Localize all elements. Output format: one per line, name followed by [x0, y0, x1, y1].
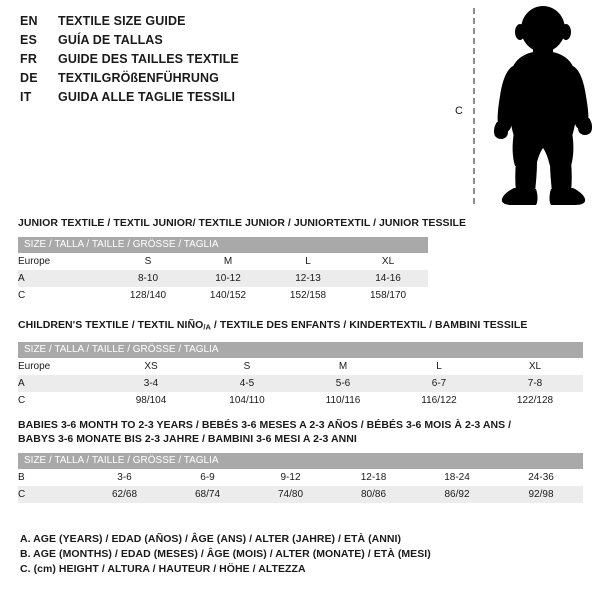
- cell-value: 12-13: [268, 270, 348, 287]
- height-measure-label: C: [455, 105, 463, 117]
- language-title: GUÍA DE TALLAS: [58, 33, 163, 47]
- language-row-fr: FR GUIDE DES TAILLES TEXTILE: [20, 52, 420, 71]
- toddler-silhouette-icon: [493, 6, 593, 205]
- children-title-pre: CHILDREN'S TEXTILE / TEXTIL NIÑO: [18, 319, 204, 331]
- babies-section-title-line1: BABIES 3-6 MONTH TO 2-3 YEARS / BEBÉS 3-…: [18, 419, 512, 431]
- babies-section-title-line2: BABYS 3-6 MONATE BIS 2-3 JAHRE / BAMBINI…: [18, 433, 357, 445]
- table-band-row: SIZE / TALLA / TAILLE / GRÖSSE / TAGLIA: [18, 453, 584, 469]
- language-header: EN TEXTILE SIZE GUIDE ES GUÍA DE TALLAS …: [20, 14, 420, 109]
- cell-value: 6-9: [166, 469, 249, 486]
- cell-value: M: [188, 253, 268, 270]
- cell-value: 74/80: [249, 486, 332, 503]
- table-row: C 98/104 104/110 110/116 116/122 122/128: [18, 391, 583, 409]
- children-section-title: CHILDREN'S TEXTILE / TEXTIL NIÑO/A / TEX…: [18, 318, 583, 335]
- cell-value: 9-12: [249, 469, 332, 486]
- language-code: FR: [20, 52, 38, 66]
- row-label: C: [18, 486, 83, 503]
- cell-value: 110/116: [295, 391, 391, 409]
- cell-value: 14-16: [348, 270, 429, 287]
- children-title-subscript: /A: [203, 322, 211, 332]
- children-band-label: SIZE / TALLA / TAILLE / GRÖSSE / TAGLIA: [18, 341, 583, 358]
- cell-value: 86/92: [415, 486, 499, 503]
- table-row: Europe S M L XL: [18, 253, 429, 270]
- cell-value: 128/140: [108, 287, 188, 304]
- table-row: C 128/140 140/152 152/158 158/170: [18, 287, 429, 304]
- legend-line-a: A. AGE (YEARS) / EDAD (AÑOS) / ÂGE (ANS)…: [20, 533, 402, 545]
- language-code: IT: [20, 90, 32, 104]
- language-title: GUIDA ALLE TAGLIE TESSILI: [58, 90, 236, 104]
- row-label: Europe: [18, 253, 108, 270]
- cell-value: 8-10: [108, 270, 188, 287]
- language-row-de: DE TEXTILGRÖßENFÜHRUNG: [20, 71, 420, 90]
- language-title: GUIDE DES TAILLES TEXTILE: [58, 52, 239, 66]
- table-row: C 62/68 68/74 74/80 80/86 86/92 92/98: [18, 486, 584, 503]
- cell-value: 116/122: [391, 391, 487, 409]
- language-title: TEXTILE SIZE GUIDE: [58, 14, 186, 28]
- cell-value: 6-7: [391, 374, 487, 392]
- children-textile-section: CHILDREN'S TEXTILE / TEXTIL NIÑO/A / TEX…: [18, 318, 583, 409]
- language-row-es: ES GUÍA DE TALLAS: [20, 33, 420, 52]
- language-code: EN: [20, 14, 38, 28]
- table-band-row: SIZE / TALLA / TAILLE / GRÖSSE / TAGLIA: [18, 341, 583, 358]
- babies-size-table: SIZE / TALLA / TAILLE / GRÖSSE / TAGLIA …: [18, 453, 584, 503]
- language-title: TEXTILGRÖßENFÜHRUNG: [58, 71, 219, 85]
- legend-line-c: C. (cm) HEIGHT / ALTURA / HAUTEUR / HÖHE…: [20, 563, 306, 575]
- cell-value: XS: [103, 357, 199, 375]
- cell-value: 24-36: [499, 469, 584, 486]
- row-label: C: [18, 391, 103, 409]
- measurement-legend: A. AGE (YEARS) / EDAD (AÑOS) / ÂGE (ANS)…: [20, 532, 580, 577]
- cell-value: 7-8: [487, 374, 583, 392]
- junior-section-title: JUNIOR TEXTILE / TEXTIL JUNIOR/ TEXTILE …: [18, 217, 467, 229]
- cell-value: 12-18: [332, 469, 415, 486]
- height-measure-dashed-line: [473, 8, 475, 204]
- cell-value: L: [391, 357, 487, 375]
- babies-band-label: SIZE / TALLA / TAILLE / GRÖSSE / TAGLIA: [18, 453, 584, 469]
- cell-value: L: [268, 253, 348, 270]
- cell-value: 98/104: [103, 391, 199, 409]
- cell-value: M: [295, 357, 391, 375]
- table-row: A 8-10 10-12 12-13 14-16: [18, 270, 429, 287]
- cell-value: 140/152: [188, 287, 268, 304]
- junior-textile-section: JUNIOR TEXTILE / TEXTIL JUNIOR/ TEXTILE …: [18, 216, 466, 304]
- cell-value: 158/170: [348, 287, 429, 304]
- language-code: DE: [20, 71, 38, 85]
- cell-value: 92/98: [499, 486, 584, 503]
- row-label: B: [18, 469, 83, 486]
- cell-value: 122/128: [487, 391, 583, 409]
- height-illustration: C: [440, 0, 600, 210]
- children-size-table: SIZE / TALLA / TAILLE / GRÖSSE / TAGLIA …: [18, 341, 583, 409]
- cell-value: 62/68: [83, 486, 166, 503]
- legend-line-b: B. AGE (MONTHS) / EDAD (MESES) / ÂGE (MO…: [20, 548, 431, 560]
- cell-value: 4-5: [199, 374, 295, 392]
- language-row-en: EN TEXTILE SIZE GUIDE: [20, 14, 420, 33]
- row-label: Europe: [18, 357, 103, 375]
- children-title-post: / TEXTILE DES ENFANTS / KINDERTEXTIL / B…: [210, 319, 528, 331]
- cell-value: 80/86: [332, 486, 415, 503]
- cell-value: 3-4: [103, 374, 199, 392]
- cell-value: 152/158: [268, 287, 348, 304]
- table-band-row: SIZE / TALLA / TAILLE / GRÖSSE / TAGLIA: [18, 237, 429, 253]
- cell-value: XL: [348, 253, 429, 270]
- cell-value: 68/74: [166, 486, 249, 503]
- cell-value: S: [108, 253, 188, 270]
- row-label: C: [18, 287, 108, 304]
- row-label: A: [18, 270, 108, 287]
- junior-band-label: SIZE / TALLA / TAILLE / GRÖSSE / TAGLIA: [18, 237, 429, 253]
- babies-textile-section: BABIES 3-6 MONTH TO 2-3 YEARS / BEBÉS 3-…: [18, 418, 584, 503]
- cell-value: 10-12: [188, 270, 268, 287]
- cell-value: XL: [487, 357, 583, 375]
- table-row: A 3-4 4-5 5-6 6-7 7-8: [18, 374, 583, 392]
- table-row: Europe XS S M L XL: [18, 357, 583, 375]
- cell-value: 5-6: [295, 374, 391, 392]
- cell-value: 18-24: [415, 469, 499, 486]
- junior-size-table: SIZE / TALLA / TAILLE / GRÖSSE / TAGLIA …: [18, 237, 429, 304]
- language-code: ES: [20, 33, 38, 47]
- cell-value: 3-6: [83, 469, 166, 486]
- cell-value: 104/110: [199, 391, 295, 409]
- language-row-it: IT GUIDA ALLE TAGLIE TESSILI: [20, 90, 420, 109]
- cell-value: S: [199, 357, 295, 375]
- table-row: B 3-6 6-9 9-12 12-18 18-24 24-36: [18, 469, 584, 486]
- row-label: A: [18, 374, 103, 392]
